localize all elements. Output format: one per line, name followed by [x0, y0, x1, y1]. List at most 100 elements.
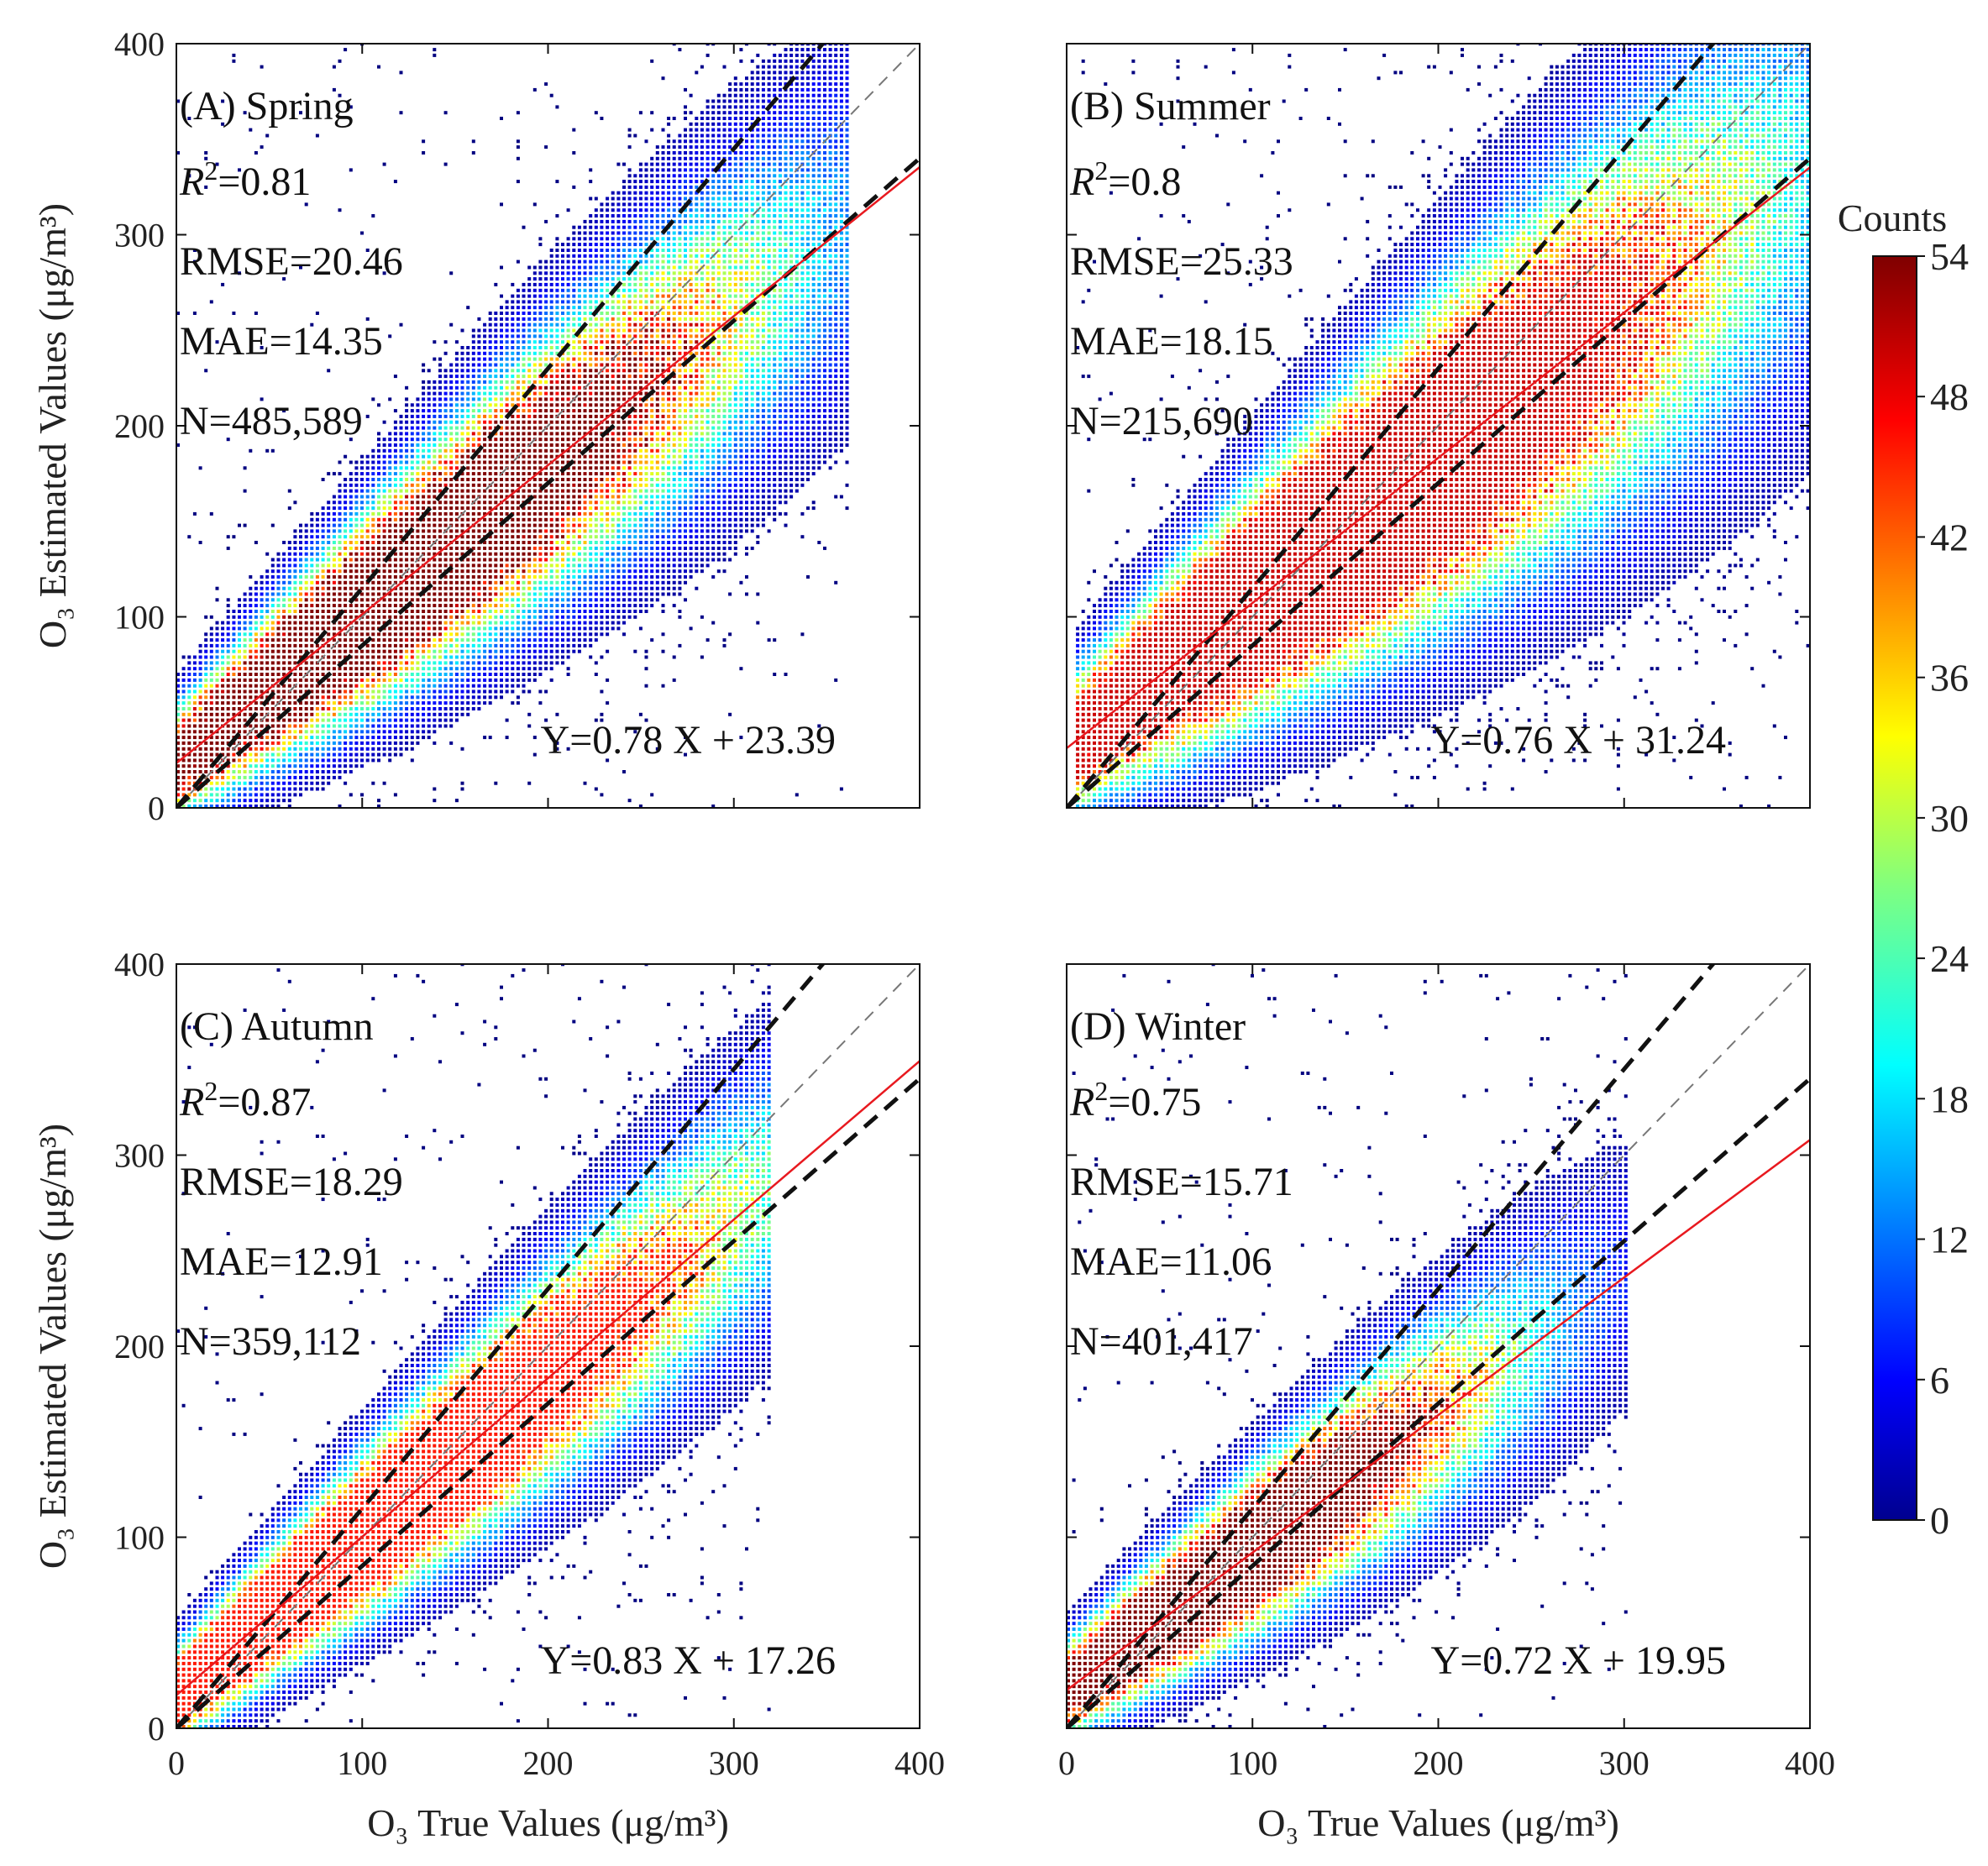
density-cell — [511, 592, 515, 596]
density-cell — [332, 541, 336, 544]
density-cell — [527, 472, 532, 476]
density-cell — [433, 438, 437, 442]
density-cell — [633, 134, 637, 138]
density-cell — [299, 552, 302, 556]
density-cell — [633, 604, 637, 608]
density-cell — [416, 438, 420, 442]
density-cell — [522, 438, 526, 442]
density-cell — [527, 655, 532, 659]
density-cell — [321, 695, 325, 700]
density-cell — [265, 632, 270, 637]
density-cell — [422, 638, 426, 642]
density-cell — [577, 575, 581, 579]
density-cell — [516, 604, 520, 608]
density-cell — [466, 517, 470, 522]
density-cell — [544, 145, 548, 149]
density-cell — [293, 615, 297, 619]
density-cell — [594, 282, 598, 286]
density-cell — [466, 586, 470, 590]
density-cell — [338, 626, 342, 631]
density-cell — [399, 736, 403, 740]
density-cell — [589, 632, 593, 637]
density-cell — [443, 621, 448, 625]
density-cell — [382, 655, 386, 659]
density-cell — [538, 237, 543, 241]
density-cell — [522, 517, 526, 522]
density-cell — [516, 294, 520, 298]
density-cell — [449, 391, 454, 396]
density-cell — [204, 707, 208, 710]
density-cell — [449, 580, 454, 584]
density-cell — [532, 334, 537, 338]
density-cell — [616, 529, 621, 533]
density-cell — [505, 322, 509, 327]
density-cell — [505, 563, 509, 568]
density-cell — [276, 770, 281, 773]
density-cell — [315, 523, 319, 527]
density-cell — [471, 695, 475, 700]
density-cell — [371, 586, 375, 590]
density-cell — [399, 511, 403, 516]
density-cell — [527, 409, 532, 413]
density-cell — [388, 707, 392, 710]
density-cell — [600, 655, 604, 659]
density-cell — [338, 592, 342, 596]
density-cell — [399, 695, 403, 700]
density-cell — [627, 432, 632, 436]
density-cell — [500, 294, 503, 298]
density-cell — [221, 689, 225, 694]
density-cell — [600, 472, 604, 476]
density-cell — [371, 580, 375, 584]
density-cell — [532, 655, 537, 659]
density-cell — [360, 546, 364, 550]
density-cell — [594, 208, 598, 212]
density-cell — [577, 523, 581, 527]
density-cell — [449, 363, 454, 367]
density-cell — [505, 621, 509, 625]
density-cell — [192, 718, 197, 722]
density-cell — [176, 793, 180, 797]
density-cell — [577, 414, 581, 418]
density-cell — [494, 351, 498, 355]
density-cell — [349, 701, 353, 705]
density-cell — [388, 506, 392, 511]
density-cell — [511, 643, 515, 647]
density-cell — [594, 397, 598, 401]
density-cell — [583, 432, 587, 436]
density-cell — [600, 117, 604, 120]
density-cell — [483, 403, 487, 407]
density-cell — [566, 317, 570, 321]
density-cell — [443, 655, 448, 659]
density-cell — [633, 231, 637, 235]
density-cell — [460, 580, 464, 584]
density-cell — [388, 649, 392, 653]
density-cell — [544, 375, 548, 379]
density-cell — [594, 288, 598, 292]
density-cell — [433, 580, 437, 584]
density-cell — [187, 747, 191, 751]
density-cell — [611, 501, 615, 505]
density-cell — [622, 254, 626, 258]
density-cell — [260, 397, 264, 401]
density-cell — [600, 288, 604, 292]
density-cell — [427, 621, 431, 625]
density-cell — [527, 397, 532, 401]
density-cell — [388, 466, 392, 470]
density-cell — [532, 357, 537, 361]
density-cell — [365, 655, 370, 659]
density-cell — [594, 448, 598, 453]
density-cell — [187, 758, 191, 763]
density-cell — [594, 351, 598, 355]
density-cell — [555, 483, 559, 487]
density-cell — [572, 231, 576, 235]
density-cell — [460, 506, 464, 511]
density-cell — [377, 604, 380, 608]
density-cell — [544, 380, 548, 384]
density-cell — [555, 472, 559, 476]
density-cell — [600, 249, 604, 252]
density-cell — [321, 580, 325, 584]
density-cell — [427, 511, 431, 516]
density-cell — [433, 529, 437, 533]
density-cell — [555, 489, 559, 493]
density-cell — [299, 655, 302, 659]
